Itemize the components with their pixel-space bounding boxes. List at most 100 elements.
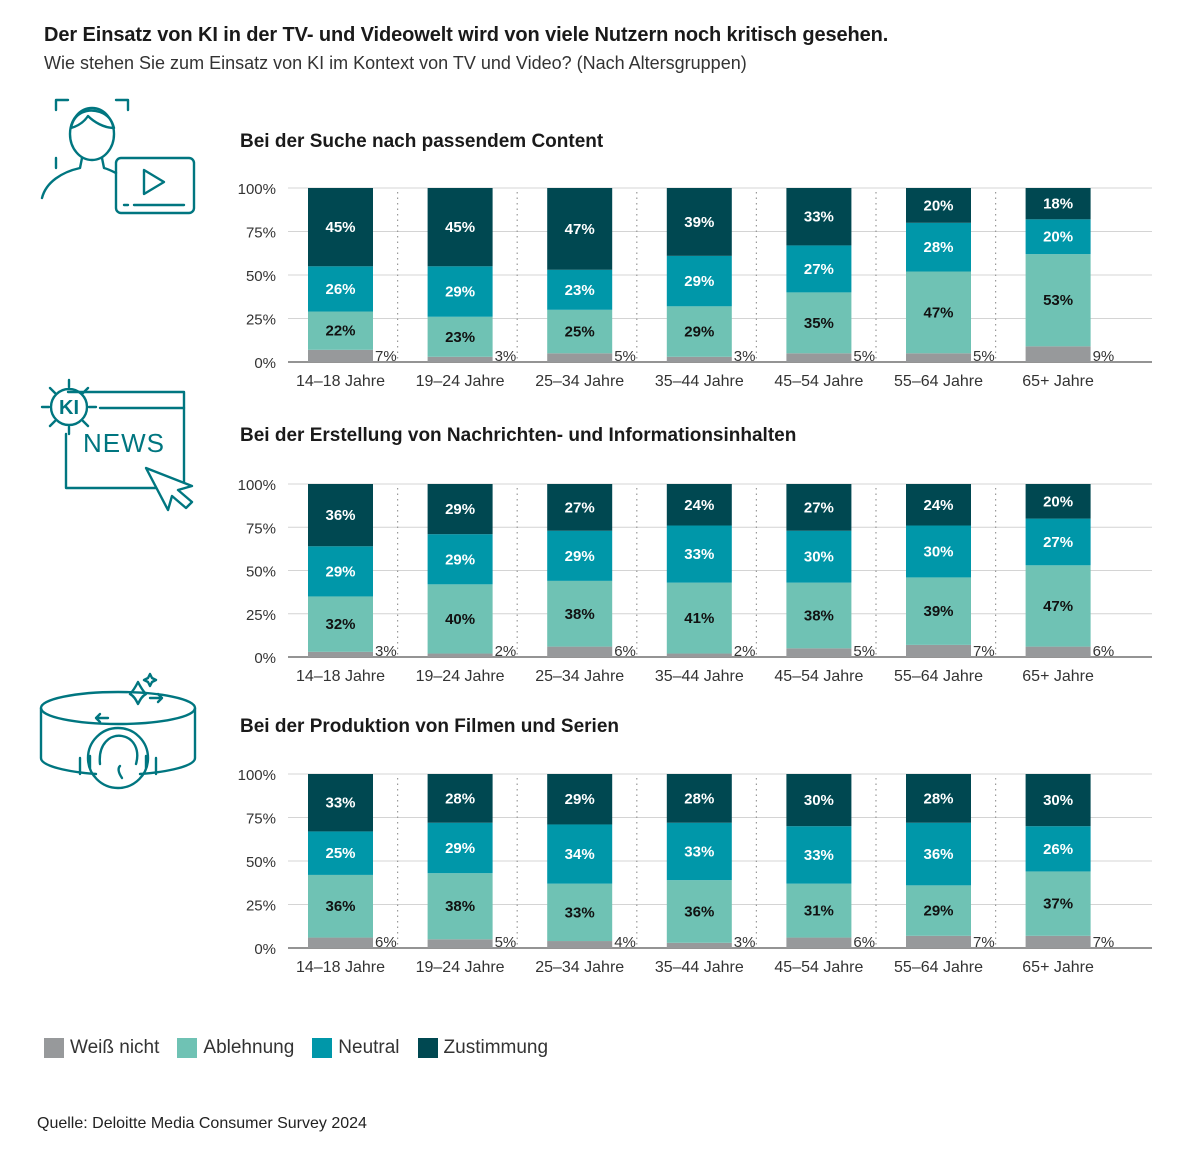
data-label: 36%	[325, 898, 355, 915]
data-label: 27%	[804, 261, 834, 278]
bar-segment	[547, 580, 613, 647]
data-label: 29%	[923, 903, 953, 920]
data-label: 30%	[1043, 792, 1073, 809]
data-label: 34%	[565, 846, 595, 863]
bar-segment	[906, 644, 971, 657]
bar-segment	[786, 826, 852, 884]
data-label: 31%	[804, 903, 834, 920]
bar-segment	[547, 824, 613, 884]
x-tick-label: 19–24 Jahre	[416, 373, 505, 390]
legend-swatch-weiss-nicht	[44, 1038, 64, 1058]
bar-segment	[1025, 646, 1091, 657]
bar-segment	[666, 188, 732, 256]
data-label: 7%	[973, 643, 995, 660]
bar-segment	[308, 349, 373, 362]
x-tick-label: 65+ Jahre	[1022, 959, 1094, 976]
x-tick-label: 14–18 Jahre	[296, 668, 385, 685]
x-tick-label: 45–54 Jahre	[774, 959, 863, 976]
bar-segment	[547, 530, 613, 581]
bar-segment	[308, 188, 373, 267]
bar-segment	[427, 873, 493, 940]
chart-title: Der Einsatz von KI in der TV- und Videow…	[44, 24, 889, 46]
bar-segment	[308, 651, 373, 657]
bar-segment	[427, 822, 493, 874]
bar-segment	[427, 316, 493, 357]
data-label: 28%	[445, 790, 475, 807]
bar-segment	[547, 309, 613, 354]
data-label: 2%	[495, 643, 517, 660]
data-label: 33%	[684, 546, 714, 563]
x-tick-label: 55–64 Jahre	[894, 959, 983, 976]
data-label: 33%	[565, 904, 595, 921]
y-tick-label: 25%	[246, 607, 276, 624]
data-label: 18%	[1043, 196, 1073, 213]
bar-segment	[786, 937, 852, 948]
person-video-icon	[40, 98, 196, 215]
y-tick-label: 75%	[246, 520, 276, 537]
data-label: 29%	[684, 324, 714, 341]
panel-title-content-search: Bei der Suche nach passendem Content	[240, 131, 604, 152]
bar-segment	[308, 937, 373, 948]
bar-segment	[547, 484, 613, 531]
data-label: 23%	[565, 282, 595, 299]
x-tick-label: 65+ Jahre	[1022, 668, 1094, 685]
y-tick-label: 75%	[246, 225, 276, 242]
data-label: 29%	[565, 548, 595, 565]
data-label: 22%	[325, 323, 355, 340]
chart-subtitle: Wie stehen Sie zum Einsatz von KI im Kon…	[44, 53, 747, 73]
data-label: 2%	[734, 643, 756, 660]
bar-segment	[1025, 935, 1091, 948]
charts-area: 0% 25% 50% 75% 100% 7% 22% 26% 45% 14–18 Jahre 3% 2…	[238, 181, 1152, 976]
bar-segment	[427, 188, 493, 267]
x-tick-label: 25–34 Jahre	[535, 959, 624, 976]
data-label: 38%	[565, 606, 595, 623]
data-label: 6%	[1093, 643, 1115, 660]
bar-segment	[308, 596, 373, 652]
ki-news-icon: KI NEWS	[40, 378, 194, 512]
data-label: 30%	[804, 549, 834, 566]
data-label: 40%	[445, 611, 475, 628]
y-tick-label: 0%	[254, 650, 276, 667]
bar-segment	[1025, 254, 1091, 347]
data-label: 38%	[445, 898, 475, 915]
data-label: 20%	[923, 197, 953, 214]
bar-segment	[666, 255, 732, 307]
data-label: 32%	[325, 616, 355, 633]
y-tick-label: 100%	[238, 181, 276, 198]
bar-segment	[1025, 774, 1091, 827]
bar-segment	[1025, 565, 1091, 647]
bar-segment	[308, 484, 373, 547]
data-label: 28%	[684, 790, 714, 807]
bar-segment	[906, 935, 971, 948]
data-label: 36%	[325, 507, 355, 524]
data-label: 41%	[684, 610, 714, 627]
y-tick-label: 25%	[246, 312, 276, 329]
legend-item-zustimmung: Zustimmung	[417, 1037, 548, 1059]
y-tick-label: 100%	[238, 767, 276, 784]
y-tick-label: 75%	[246, 811, 276, 828]
bar-segment	[786, 774, 852, 827]
data-label: 3%	[734, 934, 756, 951]
y-tick-label: 50%	[246, 268, 276, 285]
bar-segment	[427, 534, 493, 585]
bar-segment	[906, 885, 971, 936]
data-label: 25%	[565, 324, 595, 341]
data-label: 23%	[445, 329, 475, 346]
data-label: 5%	[495, 934, 517, 951]
data-label: 9%	[1093, 348, 1115, 365]
data-label: 45%	[325, 219, 355, 236]
data-label: 29%	[445, 501, 475, 518]
data-label: 7%	[1093, 934, 1115, 951]
ki-label: KI	[59, 397, 79, 419]
bar-segment	[906, 484, 971, 526]
data-label: 5%	[973, 348, 995, 365]
data-label: 45%	[445, 219, 475, 236]
legend-swatch-zustimmung	[417, 1038, 438, 1058]
data-label: 39%	[684, 214, 714, 231]
legend-item-neutral: Neutral	[312, 1037, 400, 1059]
bar-segment	[308, 774, 373, 832]
panel-title-news-creation: Bei der Erstellung von Nachrichten- und …	[240, 425, 797, 446]
bar-segment	[308, 266, 373, 312]
y-tick-label: 50%	[246, 564, 276, 581]
bar-segment	[547, 883, 613, 942]
